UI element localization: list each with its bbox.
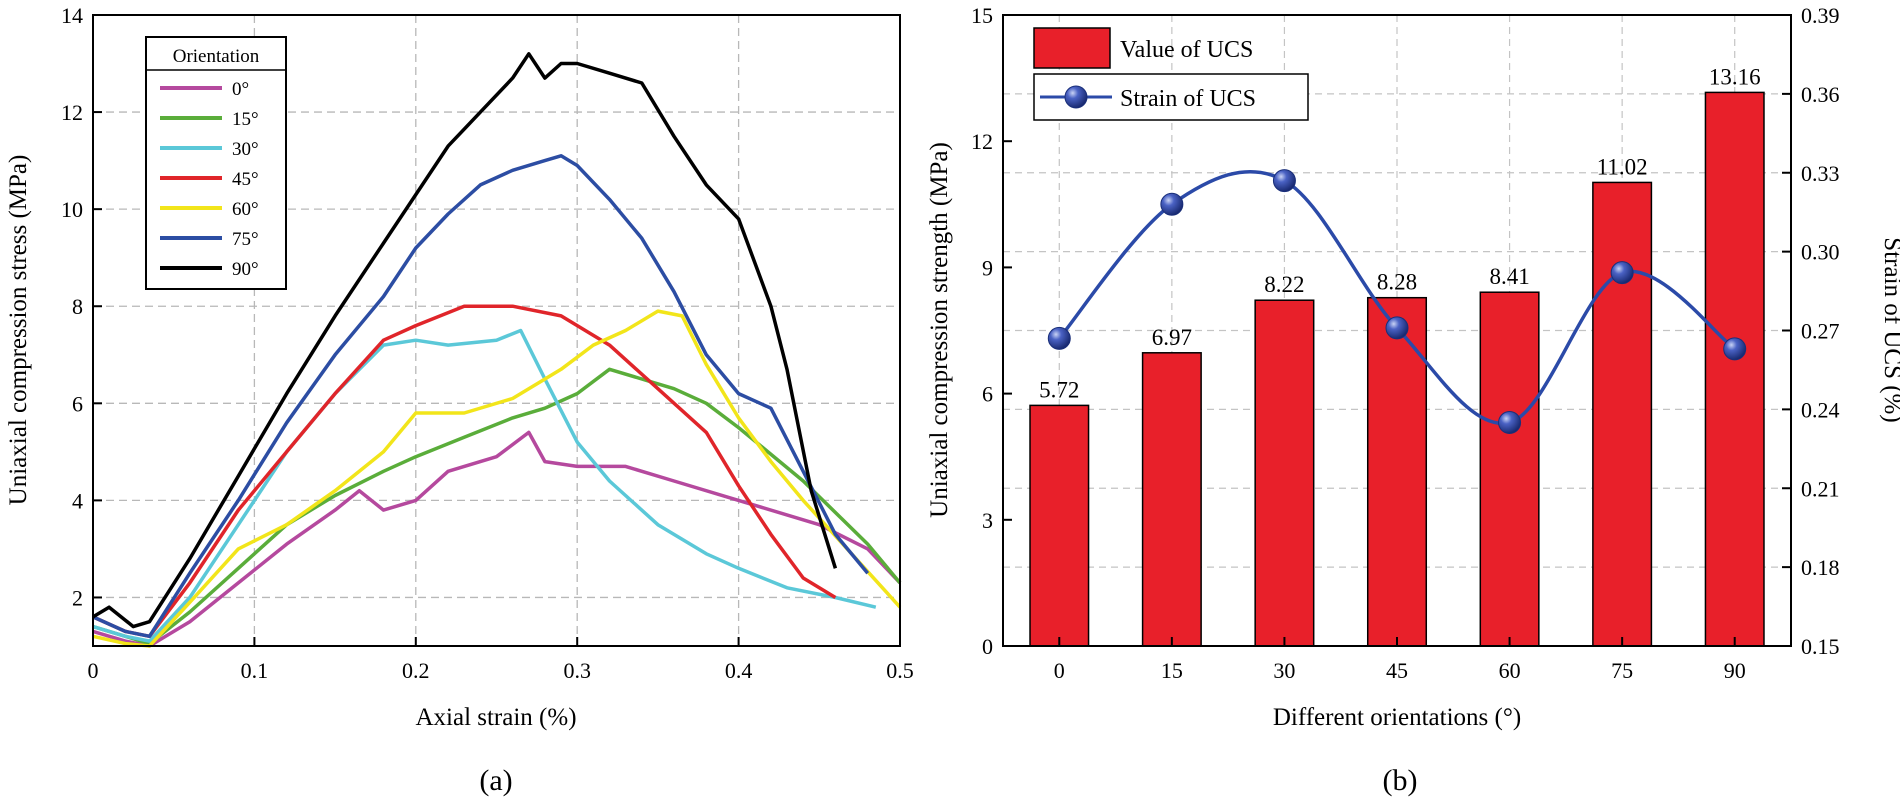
tick-label-y: 0	[982, 634, 993, 659]
bar-value-label: 8.22	[1264, 272, 1304, 297]
legend-label-3: 45°	[232, 169, 259, 190]
tick-label-y: 2	[72, 585, 83, 610]
tick-label-y2: 0.30	[1801, 240, 1840, 265]
plot-frame-a	[92, 14, 901, 647]
ylabel-a: Uniaxial compression stress (MPa)	[5, 155, 32, 506]
legend-b: Value of UCS Strain of UCS	[1033, 27, 1309, 121]
tick-label-y: 3	[982, 508, 993, 533]
tick-label-y: 6	[982, 382, 993, 407]
tick-label-y2: 0.33	[1801, 161, 1840, 186]
strain-point-30	[1272, 169, 1296, 193]
tick-label-y: 6	[72, 391, 83, 416]
legend-items-a: 0° 15° 30° 45° 60° 75° 90°	[160, 79, 259, 280]
category-label: 90	[1724, 658, 1746, 683]
tick-label-y: 4	[72, 488, 83, 513]
category-label: 15	[1161, 658, 1183, 683]
lines-a	[92, 52, 902, 648]
tick-label-y: 12	[971, 129, 993, 154]
y2label-b: Strain of UCS (%)	[1879, 237, 1900, 422]
ylabel-b: Uniaxial compression strength (MPa)	[926, 142, 953, 518]
tick-label-y2: 0.36	[1801, 82, 1840, 107]
line-b	[1047, 169, 1747, 435]
xlabel-b: Different orientations (°)	[1273, 704, 1521, 731]
bar-60	[1479, 291, 1540, 647]
legend-label-line: Strain of UCS	[1120, 86, 1256, 112]
category-label: 45	[1386, 658, 1408, 683]
bar-value-label: 6.97	[1152, 325, 1192, 350]
xlabel-a: Axial strain (%)	[415, 704, 576, 731]
tick-label-y2: 0.15	[1801, 634, 1840, 659]
series-line-5	[92, 154, 870, 639]
chart-a: 0 0.1 0.2 0.3 0.4 0.5 2 4 6 8 10 12 14 Axial strain …	[5, 3, 914, 797]
legend-label-0: 0°	[232, 79, 249, 100]
tick-label-y2: 0.18	[1801, 555, 1840, 580]
bar-value-label: 8.41	[1489, 264, 1529, 289]
panel-label-b: (b)	[1383, 764, 1418, 797]
strain-point-45	[1385, 316, 1409, 340]
legend-a: Orientation 0° 15° 30° 45° 60° 75° 90°	[145, 36, 287, 290]
bar-45	[1366, 296, 1428, 647]
tick-label-x: 0	[88, 658, 99, 683]
tick-label-x: 0.4	[725, 658, 753, 683]
series-line-2	[92, 328, 877, 643]
ticks-b: 0 15 30 45 60 75 900.150.180.210.240.270.300.3…	[971, 3, 1840, 683]
category-label: 60	[1499, 658, 1521, 683]
tick-label-x: 0.5	[886, 658, 914, 683]
series-line-0	[92, 430, 902, 648]
strain-point-0	[1047, 326, 1071, 350]
bar-value-label: 11.02	[1597, 154, 1648, 179]
tick-label-y2: 0.27	[1801, 319, 1840, 344]
series-line-4	[92, 309, 902, 648]
bars-b: 5.72 6.97 8.22 8.28 8.41 11.02 13.16	[1029, 64, 1765, 647]
bar-30	[1254, 299, 1315, 647]
legend-swatch-marker	[1064, 85, 1088, 109]
category-label: 0	[1054, 658, 1065, 683]
tick-label-y: 10	[61, 197, 83, 222]
series-line-6	[92, 52, 838, 629]
tick-label-y2: 0.39	[1801, 3, 1840, 28]
legend-label-5: 75°	[232, 229, 259, 250]
category-label: 75	[1611, 658, 1633, 683]
ticks-a: 0 0.1 0.2 0.3 0.4 0.5 2 4 6 8 10 12 14	[61, 3, 914, 683]
legend-label-4: 60°	[232, 199, 259, 220]
strain-point-15	[1160, 192, 1184, 216]
bar-value-label: 5.72	[1039, 377, 1079, 402]
bar-value-label: 13.16	[1709, 64, 1761, 89]
bar-15	[1141, 352, 1202, 647]
series-line-1	[92, 367, 902, 646]
legend-label-6: 90°	[232, 259, 259, 280]
tick-label-y: 9	[982, 255, 993, 280]
tick-label-x: 0.3	[563, 658, 591, 683]
strain-point-90	[1723, 337, 1747, 361]
bar-75	[1592, 181, 1653, 647]
bar-0	[1029, 404, 1090, 647]
series-line-3	[92, 304, 837, 639]
legend-label-bar: Value of UCS	[1120, 37, 1253, 63]
panel-label-a: (a)	[479, 764, 512, 797]
tick-label-y: 12	[61, 100, 83, 125]
category-label: 30	[1273, 658, 1295, 683]
tick-label-y: 14	[61, 3, 83, 28]
strain-point-75	[1610, 261, 1634, 285]
tick-label-x: 0.2	[402, 658, 430, 683]
legend-title-a: Orientation	[173, 46, 260, 67]
legend-swatch-bar	[1033, 27, 1111, 69]
tick-label-x: 0.1	[241, 658, 269, 683]
tick-label-y: 15	[971, 3, 993, 28]
tick-label-y2: 0.21	[1801, 476, 1840, 501]
tick-label-y2: 0.24	[1801, 397, 1840, 422]
legend-label-2: 30°	[232, 139, 259, 160]
strain-point-60	[1498, 411, 1522, 435]
bar-90	[1704, 91, 1765, 647]
tick-label-y: 8	[72, 294, 83, 319]
bar-value-label: 8.28	[1377, 270, 1417, 295]
legend-label-1: 15°	[232, 109, 259, 130]
legend-frame-a	[145, 36, 287, 290]
